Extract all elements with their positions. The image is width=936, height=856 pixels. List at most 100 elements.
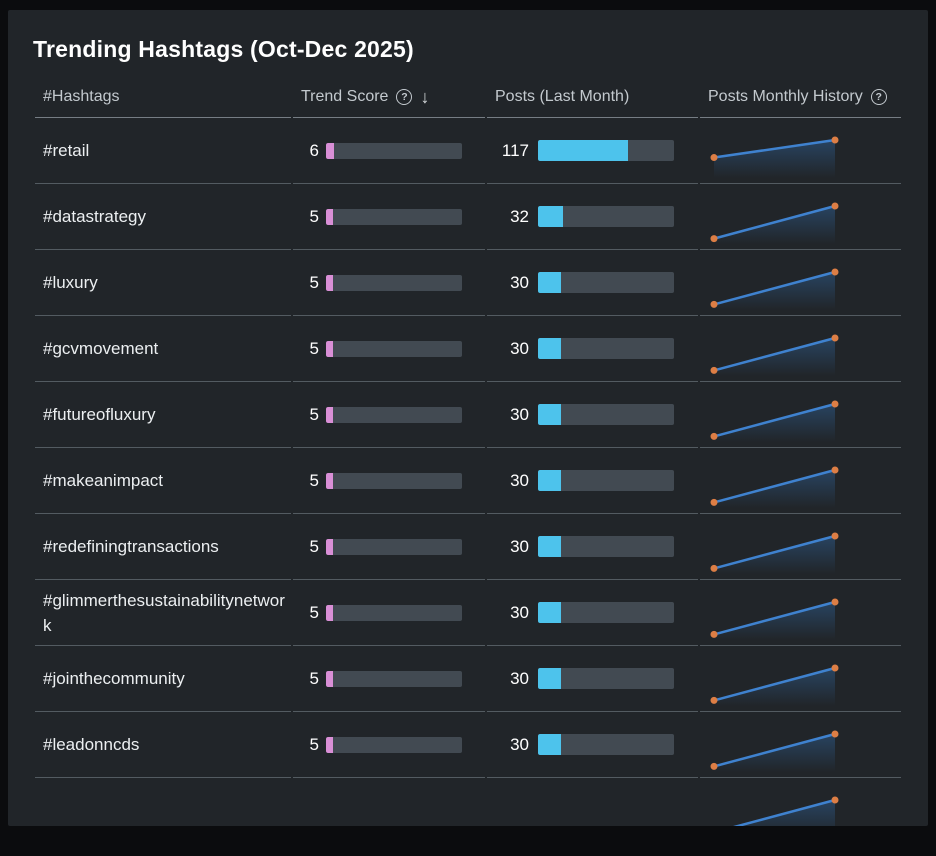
posts-cell: 30 bbox=[487, 316, 698, 382]
sparkline-end-point bbox=[831, 598, 839, 605]
sparkline-line bbox=[713, 270, 836, 306]
hashtag-cell: #redefiningtransactions bbox=[35, 514, 291, 580]
posts-cell: 30 bbox=[487, 382, 698, 448]
posts-bar bbox=[538, 338, 674, 359]
trend-score-cell: 5 bbox=[293, 646, 485, 712]
posts-cell: 30 bbox=[487, 250, 698, 316]
posts-bar bbox=[538, 602, 674, 623]
trend-score-value: 6 bbox=[309, 140, 319, 160]
trend-score-bar bbox=[326, 142, 462, 159]
column-header-posts-last-month[interactable]: Posts (Last Month) bbox=[487, 76, 698, 118]
sparkline-end-point bbox=[831, 202, 839, 209]
hashtag-label: #redefiningtransactions bbox=[43, 537, 219, 556]
table-row: #gcvmovement 5 30 bbox=[35, 316, 901, 382]
posts-value: 30 bbox=[510, 272, 529, 292]
sparkline-chart bbox=[731, 796, 839, 826]
table-row: #jointhecommunity 5 30 bbox=[35, 646, 901, 712]
sparkline-area-fill bbox=[714, 271, 835, 310]
help-icon[interactable]: ? bbox=[396, 88, 413, 105]
trend-score-cell: 5 bbox=[293, 250, 485, 316]
sparkline-cell bbox=[700, 382, 901, 448]
hashtag-cell: #jointhecommunity bbox=[35, 646, 291, 712]
trend-score-bar bbox=[326, 340, 462, 357]
column-header-trend-score[interactable]: Trend Score ? ↓ bbox=[293, 76, 485, 118]
sparkline-area-fill bbox=[714, 337, 835, 376]
sparkline-end-point bbox=[831, 730, 839, 737]
posts-bar bbox=[538, 140, 674, 161]
posts-value: 32 bbox=[510, 206, 529, 226]
trend-score-bar-fill bbox=[326, 670, 333, 687]
sparkline-cell bbox=[700, 514, 901, 580]
trend-score-bar bbox=[326, 406, 462, 423]
posts-bar-fill bbox=[538, 602, 561, 623]
posts-value: 117 bbox=[501, 140, 529, 160]
sparkline-area-fill bbox=[714, 403, 835, 442]
sparkline-end-point bbox=[831, 466, 839, 473]
table-row: #glimmerthesustainabilitynetwork 5 30 bbox=[35, 580, 901, 646]
table-row: #futureofluxury 5 30 bbox=[35, 382, 901, 448]
trend-score-bar bbox=[326, 472, 462, 489]
trend-score-bar-fill bbox=[326, 208, 333, 225]
sparkline-end-point bbox=[831, 334, 839, 341]
sparkline-area-fill bbox=[714, 733, 835, 772]
posts-value: 30 bbox=[510, 536, 529, 556]
sparkline-line bbox=[713, 402, 836, 438]
sparkline-area-fill bbox=[714, 535, 835, 574]
sparkline-area-fill bbox=[714, 205, 835, 244]
posts-value: 30 bbox=[510, 404, 529, 424]
sparkline-start-point bbox=[710, 234, 718, 242]
posts-bar bbox=[538, 470, 674, 491]
trend-score-value: 5 bbox=[309, 536, 319, 556]
hashtag-cell: #leadonncds bbox=[35, 712, 291, 778]
hashtag-cell bbox=[35, 778, 291, 826]
sparkline-chart bbox=[710, 730, 839, 772]
hashtag-label: #luxury bbox=[43, 273, 98, 292]
sparkline-start-point bbox=[710, 300, 718, 308]
sparkline-line bbox=[713, 666, 836, 702]
column-header-hashtags[interactable]: #Hashtags bbox=[35, 76, 291, 118]
trend-score-bar-fill bbox=[326, 736, 333, 753]
sparkline-line bbox=[713, 468, 836, 504]
sparkline-end-point bbox=[831, 400, 839, 407]
sort-descending-icon[interactable]: ↓ bbox=[420, 86, 430, 107]
column-header-label: Posts (Last Month) bbox=[495, 87, 630, 105]
trend-score-value: 5 bbox=[309, 272, 319, 292]
sparkline-line bbox=[713, 138, 836, 159]
sparkline-chart bbox=[710, 532, 839, 574]
sparkline-cell bbox=[700, 646, 901, 712]
posts-cell: 30 bbox=[487, 712, 698, 778]
column-header-posts-monthly-history[interactable]: Posts Monthly History ? bbox=[700, 76, 901, 118]
table-row: #makeanimpact 5 30 bbox=[35, 448, 901, 514]
posts-cell: 30 bbox=[487, 448, 698, 514]
sparkline-line bbox=[713, 336, 836, 372]
table-body: #retail 6 117 #datastrategy bbox=[35, 118, 901, 826]
sparkline-start-point bbox=[710, 630, 718, 638]
hashtag-cell: #glimmerthesustainabilitynetwork bbox=[35, 580, 291, 646]
trend-score-bar-fill bbox=[326, 274, 333, 291]
posts-bar-fill bbox=[538, 404, 561, 425]
column-header-label: #Hashtags bbox=[43, 87, 120, 105]
posts-bar bbox=[538, 272, 674, 293]
posts-bar bbox=[538, 668, 674, 689]
sparkline-line bbox=[713, 204, 836, 240]
hashtag-cell: #makeanimpact bbox=[35, 448, 291, 514]
trend-score-cell: 5 bbox=[293, 184, 485, 250]
trend-score-bar bbox=[326, 538, 462, 555]
help-icon[interactable]: ? bbox=[870, 88, 887, 105]
trend-score-bar bbox=[326, 736, 462, 753]
sparkline-start-point bbox=[710, 153, 718, 161]
trend-score-value: 5 bbox=[309, 404, 319, 424]
posts-bar-fill bbox=[538, 338, 561, 359]
sparkline-chart bbox=[710, 664, 839, 706]
table-header-row: #Hashtags Trend Score ? ↓ Posts (Last Mo… bbox=[35, 76, 901, 118]
trend-score-bar-fill bbox=[326, 538, 333, 555]
trend-score-cell: 5 bbox=[293, 580, 485, 646]
hashtag-cell: #gcvmovement bbox=[35, 316, 291, 382]
sparkline-chart bbox=[710, 136, 839, 178]
sparkline-end-point bbox=[831, 268, 839, 275]
sparkline-line bbox=[713, 600, 836, 636]
sparkline-chart bbox=[710, 466, 839, 508]
hashtag-cell: #luxury bbox=[35, 250, 291, 316]
trend-score-cell bbox=[293, 778, 485, 826]
posts-bar bbox=[538, 404, 674, 425]
